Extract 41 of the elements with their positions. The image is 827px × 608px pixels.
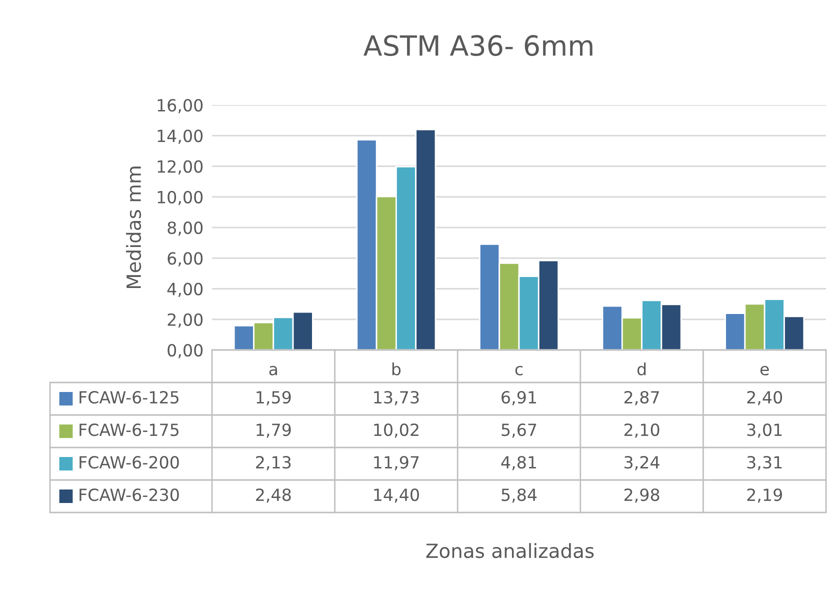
data-label: 11,97 [374,456,419,470]
chart-title: ASTM A36- 6mm [364,35,592,56]
y-tick-label: 10,00 [158,190,203,206]
y-tick-label: 2,00 [168,313,203,328]
data-label: 1,59 [256,390,291,406]
data-label: 10,02 [374,423,418,438]
y-tick-label: 14,00 [158,130,203,144]
y-tick-label: 4,00 [167,282,203,298]
x-tick-label: a [269,366,277,376]
data-label: 2,40 [747,390,782,406]
data-label: 2,98 [624,488,660,503]
x-tick-label: e [760,366,769,376]
data-label: 2,19 [747,488,782,503]
x-tick-label: b [392,362,401,376]
data-label: 6,91 [502,390,536,406]
x-tick-label: d [637,362,646,376]
legend-label: FCAW-6-230 [80,488,179,502]
data-label: 3,24 [624,456,660,470]
data-label: 14,40 [374,488,419,503]
y-tick-label: 12,00 [158,160,203,175]
y-tick-label: 0,00 [168,344,203,358]
legend-label: FCAW-6-125 [80,390,179,404]
x-tick-label: c [515,366,523,376]
data-label: 1,79 [256,423,291,438]
data-label: 5,67 [502,423,536,438]
data-label: 2,13 [256,456,291,470]
data-label: 4,81 [501,456,536,470]
y-tick-label: 16,00 [158,98,203,114]
text: Zonas analizadas [426,543,594,558]
data-label: 13,73 [374,390,419,406]
y-axis-title: Medidas mm [126,166,142,288]
data-label: 3,01 [747,423,782,438]
data-label: 2,48 [256,488,291,503]
data-label: 2,87 [624,390,659,406]
legend-label: FCAW-6-200 [80,456,179,469]
y-tick-label: 8,00 [168,221,203,236]
data-label: 5,84 [502,488,537,503]
data-label: 2,10 [624,423,660,438]
legend-label: FCAW-6-175 [80,423,179,436]
y-tick-label: 6,00 [168,252,203,266]
data-label: 3,31 [747,456,782,470]
